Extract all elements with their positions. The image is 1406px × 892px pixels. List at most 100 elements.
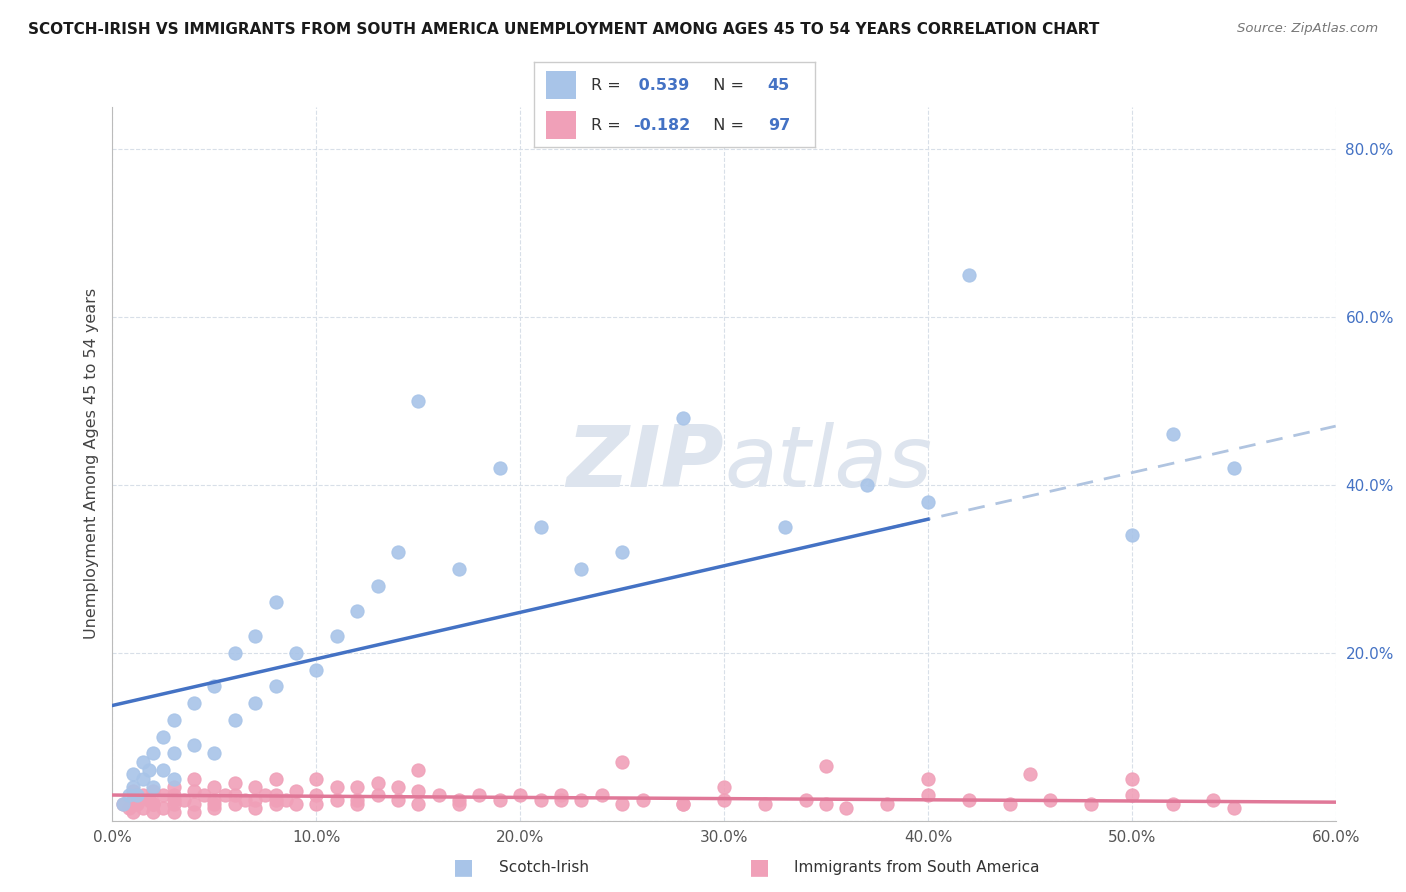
Point bbox=[408, 764, 430, 778]
Point bbox=[233, 792, 256, 806]
Point bbox=[125, 797, 148, 811]
Point bbox=[447, 792, 470, 806]
Point bbox=[204, 797, 226, 811]
Point bbox=[1223, 801, 1246, 815]
Point bbox=[346, 792, 368, 806]
Point bbox=[346, 797, 368, 811]
Point bbox=[957, 792, 980, 806]
Text: Source: ZipAtlas.com: Source: ZipAtlas.com bbox=[1237, 22, 1378, 36]
Point bbox=[408, 393, 430, 408]
Point bbox=[224, 713, 246, 727]
Point bbox=[125, 789, 148, 803]
Point bbox=[152, 730, 174, 744]
Point bbox=[1121, 772, 1143, 786]
Point bbox=[1202, 792, 1225, 806]
Point bbox=[122, 792, 145, 806]
Point bbox=[122, 767, 145, 781]
Point bbox=[305, 772, 328, 786]
Point bbox=[224, 646, 246, 660]
Text: Scotch-Irish: Scotch-Irish bbox=[499, 860, 589, 874]
Point bbox=[591, 789, 613, 803]
Point bbox=[571, 562, 593, 576]
Text: R =: R = bbox=[591, 118, 626, 133]
Point bbox=[305, 797, 328, 811]
Text: N =: N = bbox=[703, 78, 749, 93]
Point bbox=[204, 801, 226, 815]
Text: atlas: atlas bbox=[724, 422, 932, 506]
Point bbox=[1161, 427, 1184, 442]
Text: Immigrants from South America: Immigrants from South America bbox=[794, 860, 1040, 874]
Point bbox=[204, 679, 226, 693]
Point bbox=[193, 789, 215, 803]
Point bbox=[1080, 797, 1102, 811]
Point bbox=[138, 764, 160, 778]
Point bbox=[122, 780, 145, 794]
Point bbox=[264, 792, 287, 806]
Point bbox=[264, 797, 287, 811]
Point bbox=[1018, 767, 1040, 781]
Point bbox=[122, 805, 145, 820]
Point bbox=[245, 801, 267, 815]
Point bbox=[224, 776, 246, 790]
Point bbox=[111, 797, 134, 811]
Point bbox=[1121, 789, 1143, 803]
Point bbox=[366, 578, 388, 592]
Point bbox=[163, 805, 186, 820]
Point bbox=[142, 805, 165, 820]
Text: 0.539: 0.539 bbox=[633, 78, 689, 93]
Point bbox=[132, 772, 155, 786]
Point bbox=[610, 755, 633, 769]
Point bbox=[610, 797, 633, 811]
Point bbox=[111, 797, 134, 811]
Bar bbox=[546, 111, 576, 139]
Point bbox=[224, 789, 246, 803]
Text: -0.182: -0.182 bbox=[633, 118, 690, 133]
Bar bbox=[546, 71, 576, 99]
Point bbox=[815, 797, 838, 811]
Point bbox=[118, 801, 141, 815]
Point bbox=[264, 772, 287, 786]
Text: 45: 45 bbox=[768, 78, 790, 93]
Point bbox=[815, 759, 838, 773]
Point bbox=[163, 797, 186, 811]
Point bbox=[387, 780, 409, 794]
Text: ■: ■ bbox=[749, 857, 769, 877]
Point bbox=[163, 789, 186, 803]
Point bbox=[998, 797, 1021, 811]
Point bbox=[142, 747, 165, 761]
Point bbox=[631, 792, 654, 806]
Point bbox=[214, 789, 236, 803]
Point bbox=[408, 797, 430, 811]
Point bbox=[118, 789, 141, 803]
Point bbox=[610, 545, 633, 559]
Text: SCOTCH-IRISH VS IMMIGRANTS FROM SOUTH AMERICA UNEMPLOYMENT AMONG AGES 45 TO 54 Y: SCOTCH-IRISH VS IMMIGRANTS FROM SOUTH AM… bbox=[28, 22, 1099, 37]
Point bbox=[468, 789, 491, 803]
Point bbox=[408, 784, 430, 798]
Point bbox=[957, 268, 980, 282]
Point bbox=[163, 792, 186, 806]
Point bbox=[876, 797, 898, 811]
Point bbox=[274, 792, 297, 806]
Point bbox=[775, 520, 797, 534]
Point bbox=[284, 784, 308, 798]
Point bbox=[183, 784, 205, 798]
Point bbox=[672, 797, 695, 811]
Point bbox=[550, 789, 572, 803]
Point bbox=[204, 780, 226, 794]
Point bbox=[917, 494, 939, 508]
Point bbox=[204, 747, 226, 761]
Point bbox=[142, 780, 165, 794]
Text: 97: 97 bbox=[768, 118, 790, 133]
Point bbox=[254, 789, 277, 803]
Point bbox=[917, 789, 939, 803]
Point bbox=[264, 595, 287, 609]
Point bbox=[713, 780, 735, 794]
Point bbox=[183, 772, 205, 786]
Point bbox=[132, 789, 155, 803]
Point bbox=[447, 562, 470, 576]
Point bbox=[163, 713, 186, 727]
Point bbox=[142, 797, 165, 811]
Point bbox=[305, 789, 328, 803]
Point bbox=[284, 646, 308, 660]
Point bbox=[366, 789, 388, 803]
